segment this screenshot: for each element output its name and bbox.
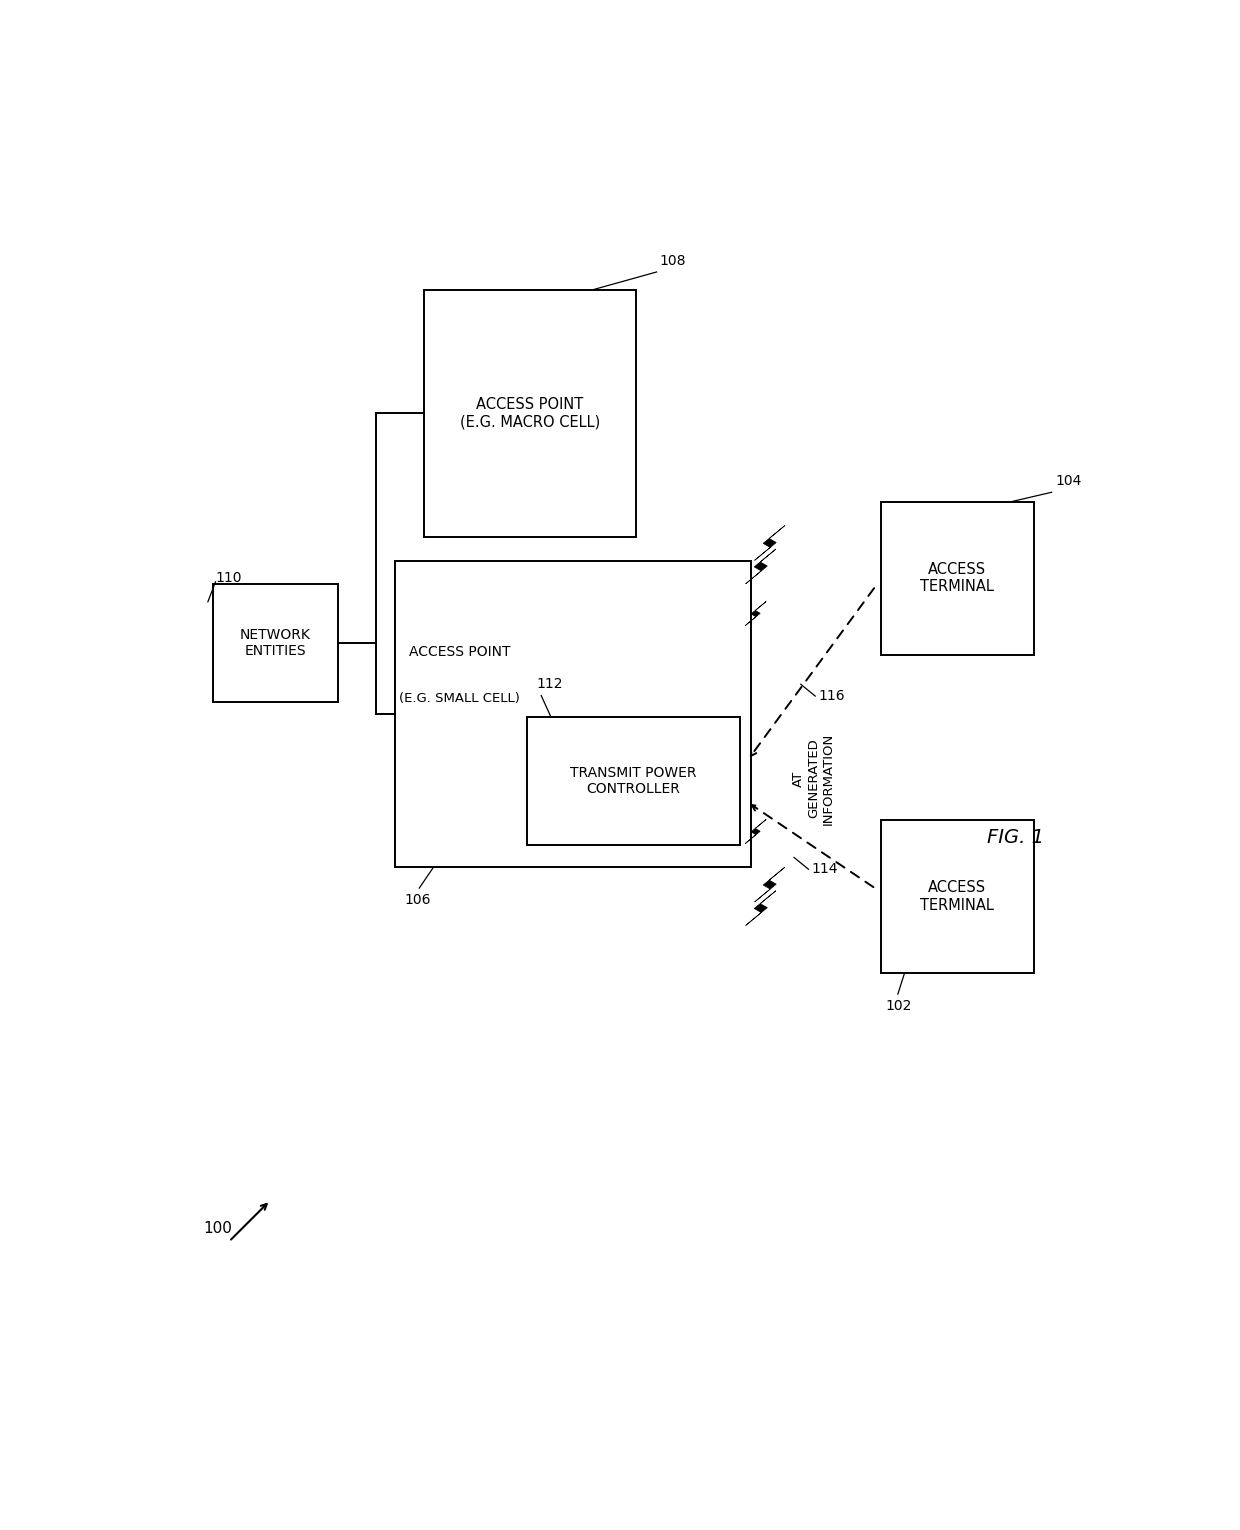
Bar [880,502,1034,655]
Text: TRANSMIT POWER
CONTROLLER: TRANSMIT POWER CONTROLLER [570,767,697,796]
Text: 112: 112 [537,676,563,692]
Text: FIG. 1: FIG. 1 [987,828,1044,848]
Text: ACCESS POINT
(E.G. MACRO CELL): ACCESS POINT (E.G. MACRO CELL) [460,398,600,430]
Bar [396,560,750,868]
Polygon shape [745,549,776,584]
Polygon shape [745,820,766,843]
Bar [424,289,635,537]
Text: ACCESS
TERMINAL: ACCESS TERMINAL [920,562,994,595]
Text: 100: 100 [203,1221,232,1236]
Polygon shape [745,601,766,626]
Bar [527,718,740,846]
Polygon shape [745,890,776,926]
Bar [213,584,337,702]
Text: (E.G. SMALL CELL): (E.G. SMALL CELL) [399,692,520,705]
Text: 114: 114 [811,863,838,877]
Text: NETWORK
ENTITIES: NETWORK ENTITIES [239,627,310,658]
Text: 116: 116 [818,688,844,704]
Text: 110: 110 [216,571,242,586]
Text: ACCESS POINT: ACCESS POINT [408,646,510,659]
Text: ACCESS
TERMINAL: ACCESS TERMINAL [920,880,994,912]
Text: 104: 104 [1055,474,1081,488]
Polygon shape [755,526,785,560]
Polygon shape [755,868,785,903]
Text: 106: 106 [404,894,432,907]
Text: 108: 108 [660,254,686,268]
Bar [880,820,1034,973]
Text: 102: 102 [885,999,911,1013]
Text: AT
GENERATED
INFORMATION: AT GENERATED INFORMATION [792,733,835,825]
